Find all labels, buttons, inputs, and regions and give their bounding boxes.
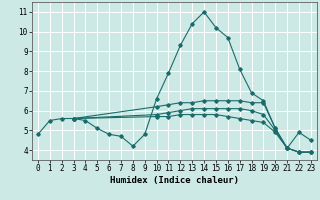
X-axis label: Humidex (Indice chaleur): Humidex (Indice chaleur): [110, 176, 239, 185]
